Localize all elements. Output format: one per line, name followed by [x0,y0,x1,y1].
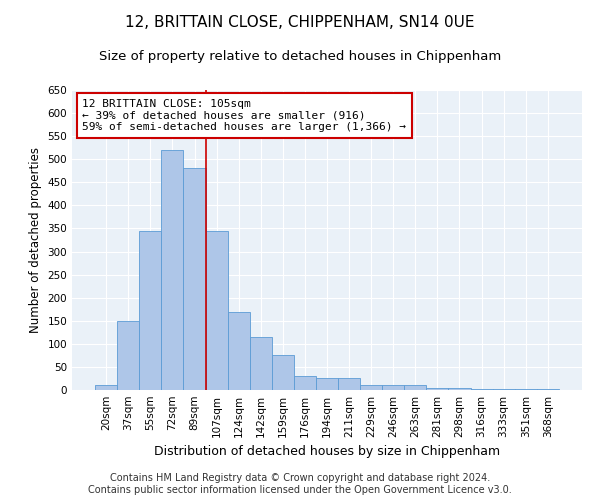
Bar [272,356,294,390]
Bar [338,378,360,390]
Bar [161,150,184,390]
Bar [537,389,559,390]
Bar [250,337,272,390]
Bar [95,386,117,390]
Bar [515,389,537,390]
Bar [227,312,250,390]
X-axis label: Distribution of detached houses by size in Chippenham: Distribution of detached houses by size … [154,446,500,458]
Text: Size of property relative to detached houses in Chippenham: Size of property relative to detached ho… [99,50,501,63]
Bar [360,386,382,390]
Y-axis label: Number of detached properties: Number of detached properties [29,147,42,333]
Bar [206,231,227,390]
Bar [493,389,515,390]
Bar [448,388,470,390]
Bar [294,376,316,390]
Bar [139,231,161,390]
Bar [470,389,493,390]
Bar [117,321,139,390]
Bar [316,378,338,390]
Text: Contains HM Land Registry data © Crown copyright and database right 2024.
Contai: Contains HM Land Registry data © Crown c… [88,474,512,495]
Text: 12, BRITTAIN CLOSE, CHIPPENHAM, SN14 0UE: 12, BRITTAIN CLOSE, CHIPPENHAM, SN14 0UE [125,15,475,30]
Bar [382,386,404,390]
Bar [404,386,427,390]
Text: 12 BRITTAIN CLOSE: 105sqm
← 39% of detached houses are smaller (916)
59% of semi: 12 BRITTAIN CLOSE: 105sqm ← 39% of detac… [82,99,406,132]
Bar [427,388,448,390]
Bar [184,168,206,390]
